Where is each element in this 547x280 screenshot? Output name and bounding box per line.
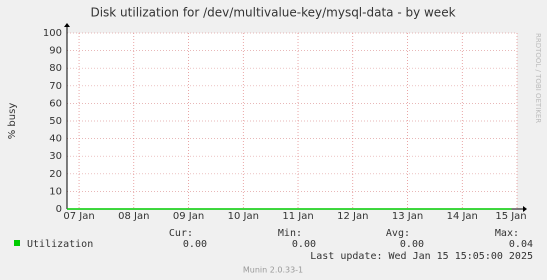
chart-title: Disk utilization for /dev/multivalue-key… [90,6,455,20]
axis-arrow [523,206,527,212]
y-tick-label: 50 [49,116,62,127]
y-tick-label: 0 [56,204,62,215]
last-update: Last update: Wed Jan 15 15:05:00 2025 [310,251,533,262]
legend-header: Cur: [169,228,193,239]
watermark: RRDTOOL / TOBI OETIKER [534,33,542,123]
legend-value: 0.00 [292,239,316,250]
y-tick-label: 70 [49,81,62,92]
legend-header: Min: [278,228,302,239]
x-tick-label: 09 Jan [173,211,204,222]
x-tick-label: 10 Jan [228,211,259,222]
y-tick-label: 90 [49,46,62,57]
x-tick-label: 13 Jan [392,211,423,222]
x-tick-label: 08 Jan [118,211,149,222]
footer: Munin 2.0.33-1 [243,266,303,275]
legend-value: 0.04 [509,239,533,250]
x-tick-label: 07 Jan [63,211,94,222]
legend-header: Avg: [386,228,410,239]
legend-value: 0.00 [183,239,207,250]
x-tick-label: 14 Jan [447,211,478,222]
legend-swatch [14,240,20,246]
legend-label: Utilization [27,239,93,250]
x-tick-label: 12 Jan [337,211,368,222]
y-tick-label: 10 [49,186,62,197]
y-tick-label: 30 [49,151,62,162]
y-axis-label: % busy [7,103,18,140]
y-tick-label: 60 [49,98,62,109]
x-tick-label: 15 Jan [495,211,526,222]
y-tick-label: 20 [49,169,62,180]
legend-header: Max: [495,228,519,239]
y-tick-label: 100 [43,28,62,39]
axis-arrow [64,23,70,27]
x-tick-label: 11 Jan [282,211,313,222]
y-tick-label: 40 [49,134,62,145]
y-tick-label: 80 [49,63,62,74]
legend-value: 0.00 [400,239,424,250]
